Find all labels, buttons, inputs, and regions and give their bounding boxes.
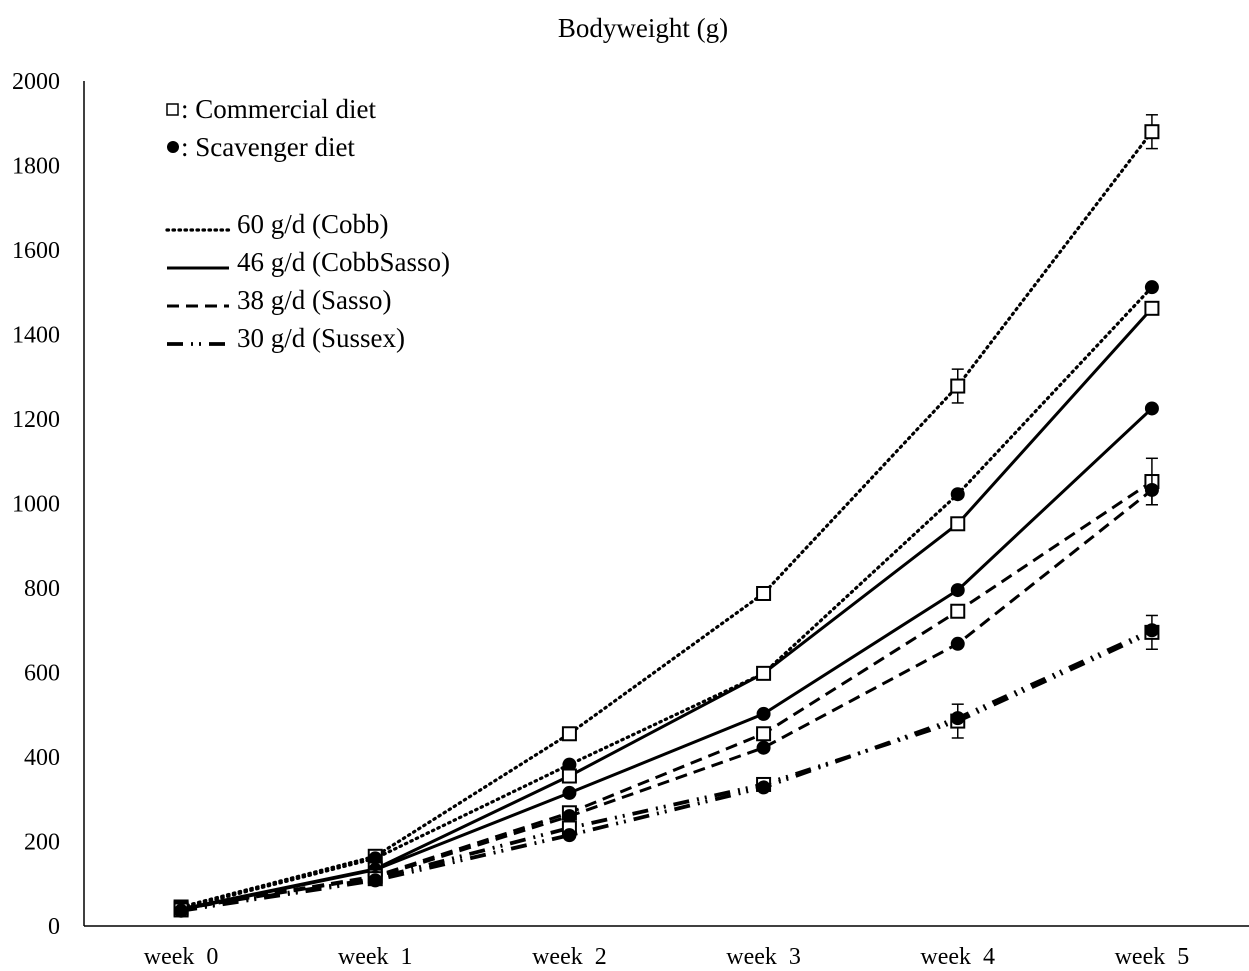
- data-point-square: [561, 726, 577, 742]
- data-point-circle: [1144, 401, 1159, 416]
- series-dotted-square: [173, 114, 1160, 915]
- x-tick-label: week 5: [1115, 944, 1190, 970]
- chart-title: Bodyweight (g): [558, 13, 728, 43]
- y-tick-label: 800: [24, 576, 60, 602]
- data-point-circle: [1144, 280, 1159, 295]
- y-tick-label: 2000: [12, 69, 60, 95]
- data-point-circle: [950, 711, 965, 726]
- series-line: [180, 407, 1153, 912]
- y-tick-label: 1400: [12, 323, 60, 349]
- x-tick-label: week 4: [920, 944, 995, 970]
- series-layer: [173, 114, 1160, 918]
- data-point-circle: [562, 757, 577, 772]
- y-tick-label: 0: [48, 914, 60, 940]
- legend-line-label: 30 g/d (Sussex): [237, 323, 405, 353]
- series-line: [180, 488, 1153, 911]
- data-point-square: [756, 585, 772, 601]
- legend: : Commercial diet : Scavenger diet 60 g/d …: [165, 94, 450, 353]
- x-tick-label: week 2: [532, 944, 607, 970]
- series-line: [179, 130, 1154, 909]
- data-point-square: [1144, 300, 1160, 316]
- data-point-square: [950, 516, 966, 532]
- data-point-circle: [562, 809, 577, 824]
- series-line: [180, 307, 1154, 911]
- data-point-square: [950, 603, 966, 619]
- data-point-circle: [756, 706, 771, 721]
- data-point-square: [756, 665, 772, 681]
- data-point-circle: [1144, 623, 1159, 638]
- data-point-square: [756, 726, 772, 742]
- legend-line-label: 60 g/d (Cobb): [237, 209, 389, 239]
- y-tick-label: 1200: [12, 407, 60, 433]
- legend-square-marker: [166, 103, 179, 116]
- data-point-circle: [756, 740, 771, 755]
- y-tick-label: 600: [24, 661, 60, 687]
- y-tick-label: 200: [24, 830, 60, 856]
- data-point-circle: [950, 583, 965, 598]
- legend-line-label: 46 g/d (CobbSasso): [237, 247, 450, 277]
- data-point-circle: [1144, 482, 1159, 497]
- series-line: [179, 285, 1154, 910]
- series-solid-circle: [174, 401, 1159, 917]
- legend-marker-label: : Commercial diet: [181, 94, 376, 124]
- data-point-circle: [950, 636, 965, 651]
- y-tick-label: 1600: [12, 238, 60, 264]
- x-tick-label: week 1: [338, 944, 413, 970]
- series-dotted-circle: [174, 280, 1159, 916]
- series-solid-square: [173, 300, 1160, 917]
- data-point-circle: [368, 873, 383, 888]
- x-tick-label: week 0: [144, 944, 219, 970]
- y-tick-label: 1800: [12, 154, 60, 180]
- data-point-square: [1144, 124, 1160, 140]
- data-point-circle: [174, 903, 189, 918]
- legend-marker-label: : Scavenger diet: [181, 132, 355, 162]
- data-point-circle: [562, 828, 577, 843]
- series-line: [180, 628, 1153, 913]
- data-point-circle: [950, 487, 965, 502]
- series-dashdot-circle: [174, 623, 1159, 918]
- data-point-square: [561, 768, 577, 784]
- x-tick-label: week 3: [726, 944, 801, 970]
- data-point-square: [950, 378, 966, 394]
- legend-line-label: 38 g/d (Sasso): [237, 285, 392, 315]
- data-point-circle: [562, 785, 577, 800]
- axes: 0 200 400 600 800 1000 1200 1400 1600 1800 2000 wee…: [12, 69, 1249, 970]
- legend-circle-marker: [167, 141, 179, 153]
- y-tick-label: 1000: [12, 492, 60, 518]
- data-point-circle: [756, 780, 771, 795]
- series-line: [180, 480, 1153, 910]
- series-dashed-square: [173, 457, 1160, 916]
- y-tick-label: 400: [24, 745, 60, 771]
